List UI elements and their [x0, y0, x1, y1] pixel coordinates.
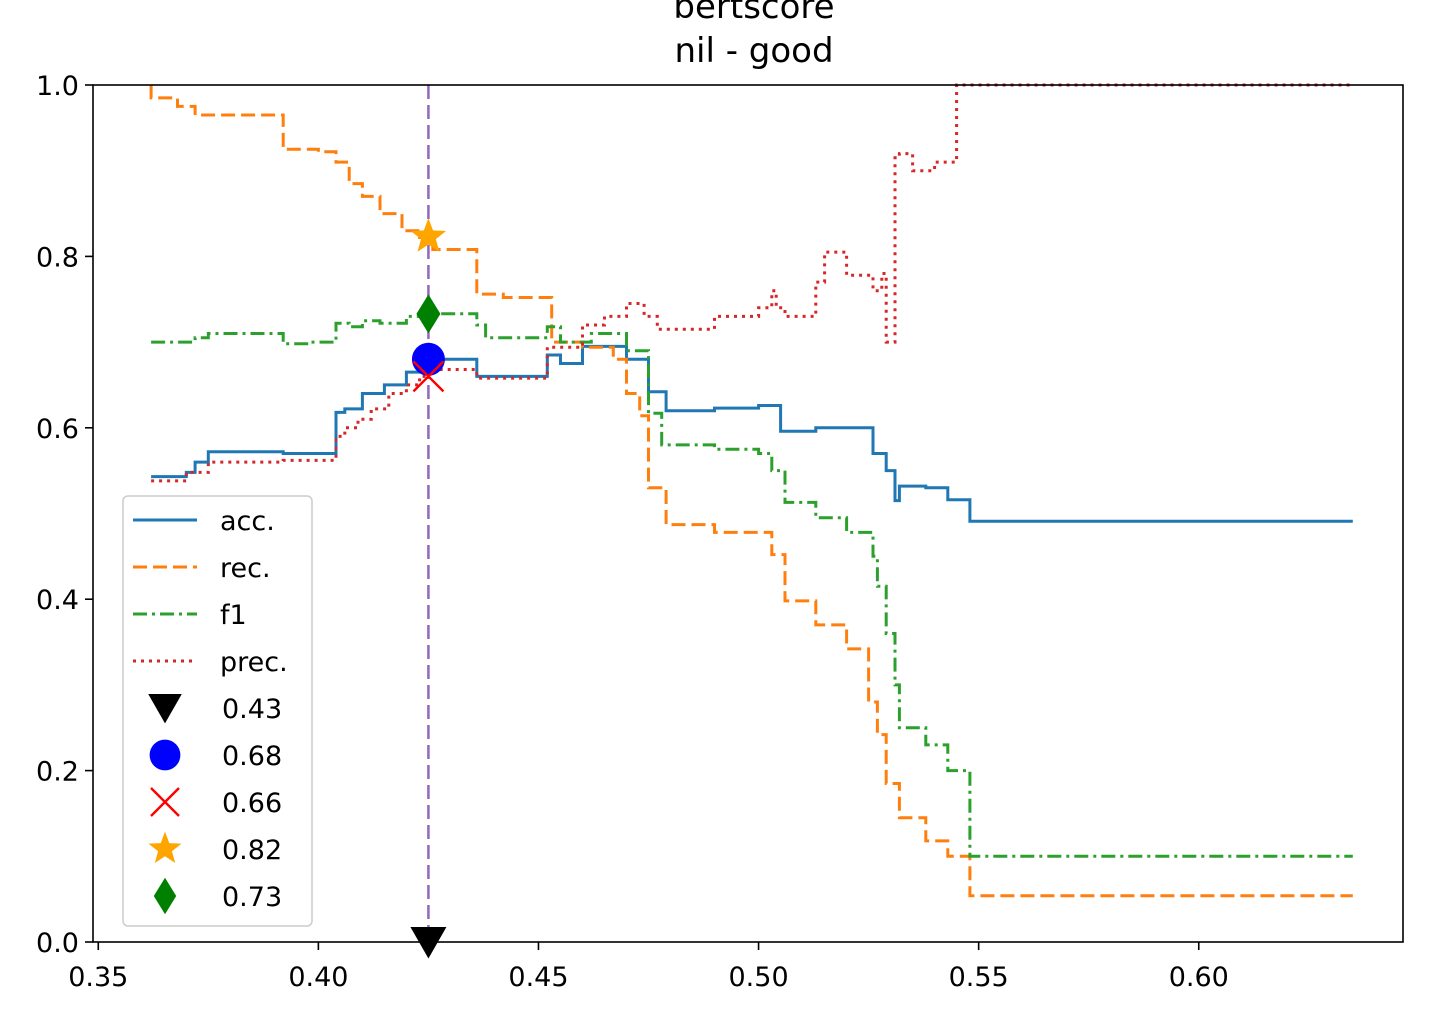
legend-marker-star [148, 831, 182, 864]
legend-marker-x [150, 787, 180, 817]
x-axis: 0.35 0.40 0.45 0.50 0.55 0.60 [68, 942, 1229, 993]
chart-title: bertscore nil - good [673, 0, 834, 71]
x-tick-label: 0.40 [288, 962, 348, 993]
plot-area [149, 83, 1353, 959]
marker-x [412, 360, 445, 393]
legend-box [122, 495, 313, 927]
legend: acc. rec. f1 prec. 0.43 0.68 0.66 0.82 0.73 [122, 495, 313, 927]
marker-star [410, 218, 447, 252]
legend-label: acc. [220, 506, 275, 537]
x-tick-label: 0.55 [949, 962, 1009, 993]
x-tick-label: 0.45 [508, 962, 568, 993]
y-tick-label: 0.6 [36, 414, 79, 445]
legend-label: 0.73 [222, 882, 282, 913]
legend-label: f1 [220, 600, 247, 631]
legend-label: rec. [220, 553, 271, 584]
x-tick-label: 0.35 [68, 962, 128, 993]
legend-label: 0.68 [222, 741, 282, 772]
y-tick-label: 1.0 [36, 71, 79, 102]
series-line-rec [149, 85, 1353, 898]
axes-frame [92, 84, 1404, 943]
y-axis: 0.0 0.2 0.4 0.6 0.8 1.0 [36, 71, 93, 959]
marker-diamond [416, 294, 441, 334]
series-line-f1 [151, 312, 1353, 858]
x-tick-label: 0.60 [1169, 962, 1229, 993]
legend-label: 0.82 [222, 835, 282, 866]
series-line-acc [151, 344, 1353, 523]
legend-label: 0.66 [222, 788, 282, 819]
chart-title-line2: nil - good [674, 31, 833, 71]
legend-label: prec. [220, 647, 288, 678]
chart-title-line1: bertscore [673, 0, 834, 27]
y-tick-label: 0.8 [36, 242, 79, 273]
legend-marker-diamond [153, 877, 177, 915]
legend-label: 0.43 [222, 694, 282, 725]
x-tick-label: 0.50 [729, 962, 789, 993]
y-tick-label: 0.4 [36, 585, 79, 616]
legend-marker-circle [149, 739, 181, 771]
series-line-prec [151, 83, 1353, 483]
y-tick-label: 0.2 [36, 757, 79, 788]
legend-marker-triangle-down [148, 694, 182, 724]
marker-circle [411, 342, 445, 376]
y-tick-label: 0.0 [36, 928, 79, 959]
